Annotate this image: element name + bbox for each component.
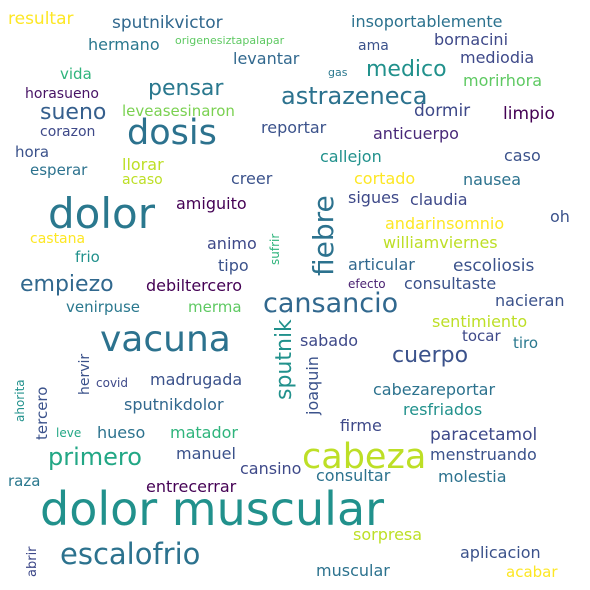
word-resultar: resultar — [8, 9, 74, 29]
word-hora: hora — [15, 143, 50, 161]
word-leveasesinaron: leveasesinaron — [122, 102, 235, 120]
word-acaso: acaso — [122, 172, 163, 188]
word-anticuerpo: anticuerpo — [373, 124, 459, 143]
word-andarinsomnio: andarinsomnio — [385, 214, 505, 233]
word-llorar: llorar — [122, 155, 164, 174]
word-acabar: acabar — [506, 563, 558, 581]
word-aplicacion: aplicacion — [460, 543, 541, 562]
word-leve: leve — [56, 426, 82, 440]
word-cabeza: cabeza — [302, 437, 427, 477]
word-castana: castana — [30, 231, 86, 247]
word-cansancio: cansancio — [263, 288, 399, 319]
word-ahorita: ahorita — [13, 379, 27, 422]
word-merma: merma — [188, 298, 242, 316]
word-medico: medico — [366, 57, 447, 82]
word-fiebre: fiebre — [307, 195, 340, 276]
word-sentimiento: sentimiento — [432, 312, 528, 331]
word-reportar: reportar — [261, 118, 327, 137]
word-empiezo: empiezo — [20, 272, 114, 297]
word-sputnikdolor: sputnikdolor — [124, 395, 224, 414]
word-hervir: hervir — [77, 353, 93, 395]
word-tipo: tipo — [218, 256, 249, 275]
word-cabezareportar: cabezareportar — [373, 380, 496, 399]
word-raza: raza — [8, 472, 41, 490]
word-escoliosis: escoliosis — [453, 256, 535, 276]
word-morirhora: morirhora — [463, 71, 543, 90]
word-covid: covid — [96, 376, 128, 390]
word-nausea: nausea — [463, 170, 522, 189]
word-mediodia: mediodia — [460, 48, 535, 67]
word-nacieran: nacieran — [495, 291, 565, 310]
word-cortado: cortado — [354, 169, 416, 188]
word-sueno: sueno — [40, 100, 107, 125]
word-articular: articular — [348, 255, 415, 274]
word-madrugada: madrugada — [150, 370, 243, 389]
word-matador: matador — [170, 423, 238, 442]
word-sabado: sabado — [300, 331, 359, 350]
word-entrecerrar: entrecerrar — [146, 477, 237, 496]
word-williamviernes: williamviernes — [383, 233, 498, 252]
word-animo: animo — [207, 234, 257, 253]
word-amiguito: amiguito — [176, 194, 247, 213]
word-dolor: dolor — [48, 189, 155, 238]
word-hermano: hermano — [88, 35, 160, 54]
word-sigues: sigues — [348, 188, 400, 207]
word-sufrir: sufrir — [268, 233, 282, 265]
word-debiltercero: debiltercero — [146, 276, 243, 295]
word-consultar: consultar — [316, 466, 391, 485]
word-dosis: dosis — [127, 113, 217, 153]
word-muscular: muscular — [316, 561, 390, 580]
word-efecto: efecto — [348, 277, 386, 291]
word-cansino: cansino — [240, 459, 302, 478]
word-tiro: tiro — [513, 334, 539, 352]
word-sputnikvictor: sputnikvictor — [112, 13, 223, 33]
word-primero: primero — [48, 443, 142, 471]
word-menstruando: menstruando — [430, 445, 537, 464]
word-hueso: hueso — [97, 423, 146, 442]
word-dolor-muscular: dolor muscular — [40, 482, 385, 536]
word-callejon: callejon — [320, 147, 382, 166]
word-abrir: abrir — [25, 546, 40, 577]
word-gas: gas — [328, 66, 348, 79]
word-oh: oh — [550, 207, 570, 226]
word-origenesiztapalapar: origenesiztapalapar — [175, 34, 285, 47]
word-horasueno: horasueno — [25, 86, 99, 102]
word-tocar: tocar — [462, 327, 501, 345]
word-pensar: pensar — [148, 76, 224, 101]
word-frio: frio — [75, 248, 100, 266]
word-dormir: dormir — [414, 101, 471, 121]
word-sputnik: sputnik — [272, 319, 297, 400]
word-resfriados: resfriados — [403, 400, 483, 419]
word-levantar: levantar — [233, 49, 300, 68]
word-molestia: molestia — [438, 467, 507, 486]
word-limpio: limpio — [503, 104, 555, 124]
word-insoportablemente: insoportablemente — [351, 12, 503, 31]
word-creer: creer — [231, 169, 273, 188]
word-esperar: esperar — [30, 161, 88, 179]
word-astrazeneca: astrazeneca — [281, 82, 428, 110]
word-consultaste: consultaste — [404, 274, 497, 293]
word-ama: ama — [358, 38, 389, 54]
word-tercero: tercero — [33, 386, 51, 440]
word-escalofrio: escalofrio — [60, 537, 201, 571]
word-manuel: manuel — [176, 444, 236, 463]
word-corazon: corazon — [40, 124, 96, 140]
word-vida: vida — [60, 65, 92, 83]
word-caso: caso — [504, 146, 541, 165]
word-sorpresa: sorpresa — [353, 525, 423, 544]
word-paracetamol: paracetamol — [430, 425, 538, 445]
word-firme: firme — [340, 416, 382, 435]
word-joaquin: joaquin — [303, 356, 322, 415]
word-venirpuse: venirpuse — [66, 298, 141, 316]
word-claudia: claudia — [410, 190, 468, 209]
word-vacuna: vacuna — [100, 319, 231, 360]
word-cuerpo: cuerpo — [392, 343, 469, 368]
word-bornacini: bornacini — [434, 30, 509, 49]
